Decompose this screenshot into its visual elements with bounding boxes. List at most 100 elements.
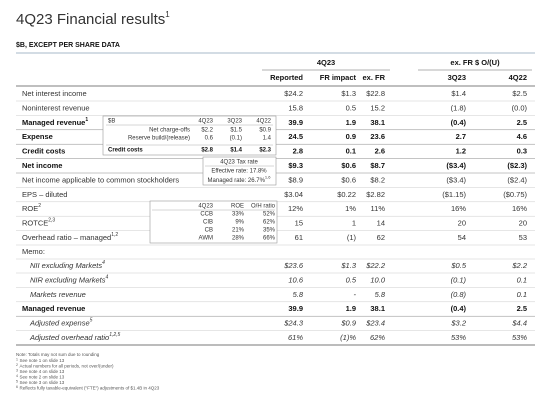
footnote-text: Actual numbers for all periods, not over… <box>19 364 114 369</box>
cell: $9.3 <box>288 161 303 170</box>
footnote: 4 See note 2 on slide 13 <box>16 374 65 380</box>
credit-cell: Credit costs <box>108 148 143 154</box>
cell: $24.3 <box>283 319 304 328</box>
roe-header: 4Q23 <box>198 204 213 210</box>
cell: $23.4 <box>365 319 385 328</box>
cell: 0.1 <box>517 290 527 299</box>
row-label-text: Markets revenue <box>30 290 86 299</box>
cell: $4.4 <box>511 319 527 328</box>
cell: 1 <box>352 219 356 228</box>
credit-box <box>102 115 277 156</box>
column-header: ex. FR <box>362 73 385 82</box>
cell: 2.8 <box>293 147 303 156</box>
cell: $8.7 <box>370 161 385 170</box>
cell: ($2.3) <box>507 161 527 170</box>
cell: $22.8 <box>366 89 385 98</box>
cell: 10.6 <box>288 275 303 284</box>
credit-header: 3Q23 <box>227 119 242 125</box>
cell: 62% <box>370 333 385 342</box>
credit-cell: $1.5 <box>230 128 242 134</box>
cell: 61% <box>288 333 303 342</box>
credit-cell: $2.3 <box>259 148 271 154</box>
credit-cell: $2.8 <box>201 148 213 154</box>
footnote-mark: 3 <box>16 368 18 372</box>
roe-cell: CCB <box>200 212 213 218</box>
cell: 0.3 <box>517 147 527 156</box>
cell: (0.1) <box>451 275 467 284</box>
roe-cell: 35% <box>263 228 276 234</box>
cell: ($0.75) <box>503 190 527 199</box>
roe-cell: 62% <box>263 220 276 226</box>
row-label-text: NIR excluding Markets <box>30 275 106 284</box>
tax-note: 1,6 <box>265 175 271 180</box>
row-label-text: ROTCE <box>22 219 48 228</box>
cell: ($1.15) <box>442 190 466 199</box>
row-label-text: NII excluding Markets <box>30 261 102 270</box>
cell: 0.5 <box>346 275 357 284</box>
row-note: 4 <box>102 260 105 266</box>
group-header: 4Q23 <box>317 58 335 67</box>
cell: 14 <box>377 219 385 228</box>
footnote: 2 Actual numbers for all periods, not ove… <box>16 363 114 369</box>
cell: 0.5 <box>346 103 356 112</box>
row-label-text: Adjusted expense <box>29 319 90 328</box>
column-header: 3Q23 <box>448 73 466 82</box>
cell: 1.9 <box>346 304 356 313</box>
row-label-text: Net income <box>22 161 62 170</box>
row-label: Managed revenue1 <box>22 117 88 127</box>
roe-cell: 66% <box>263 236 276 242</box>
row-label: Credit costs <box>22 147 65 156</box>
title: 4Q23 Financial results1 <box>16 10 170 28</box>
cell: (0.4) <box>451 304 467 313</box>
cell: 11% <box>371 204 386 213</box>
cell: $3.2 <box>450 319 466 328</box>
row-label: Net income <box>22 161 62 170</box>
credit-cell: 0.6 <box>205 136 214 142</box>
cell: 53 <box>519 233 527 242</box>
row-note: 1,2 <box>111 232 118 238</box>
subtitle: $B, EXCEPT PER SHARE DATA <box>16 42 120 49</box>
row-label: NIR excluding Markets4 <box>30 275 108 285</box>
cell: (0.0) <box>512 103 528 112</box>
cell: $8.2 <box>370 175 385 184</box>
row-label: Net interest income <box>22 89 87 98</box>
cell: 12% <box>288 204 303 213</box>
row-label-text: ROE <box>22 204 38 213</box>
cell: 5.8 <box>375 290 386 299</box>
cell: 2.5 <box>517 304 527 313</box>
cell: 4.6 <box>517 132 527 141</box>
column-header: 4Q22 <box>509 73 527 82</box>
footnote: 6 Reflects fully taxable-equivalent ("FTE… <box>16 385 160 391</box>
cell: 1.9 <box>346 118 356 127</box>
column-header: Reported <box>270 73 303 82</box>
tax-title: 4Q23 Tax rate <box>220 160 258 166</box>
row-note: 2,3 <box>48 218 55 224</box>
cell: ($3.4) <box>446 161 466 170</box>
credit-cell: Net charge-offs <box>149 128 190 134</box>
footnote-text: See note 3 on slide 13 <box>19 380 64 385</box>
row-label-text: Net interest income <box>22 89 87 98</box>
credit-cell: $1.4 <box>230 148 242 154</box>
tax-box <box>202 156 277 186</box>
tax-effective: Effective rate: 17.8% <box>211 169 267 175</box>
row-label: Expense <box>22 132 53 141</box>
row-label: Noninterest revenue <box>22 103 90 112</box>
row-label: Markets revenue <box>30 290 86 299</box>
cell: $3.04 <box>284 190 303 199</box>
cell: 20 <box>458 219 466 228</box>
footnote: 3 See note 4 on slide 13 <box>16 368 65 374</box>
cell: $24.2 <box>284 89 303 98</box>
cell: $1.4 <box>451 89 466 98</box>
group-header: ex. FR $ O/(U) <box>450 58 500 67</box>
row-label-text: Noninterest revenue <box>22 103 90 112</box>
roe-cell: 28% <box>232 236 245 242</box>
footnote: 1 See note 1 on slide 13 <box>16 357 65 363</box>
roe-cell: CB <box>205 228 213 234</box>
row-label: EPS – diluted <box>22 190 67 199</box>
credit-cell: Reserve build/(release) <box>128 136 190 142</box>
roe-cell: 9% <box>235 220 244 226</box>
roe-cell: CIB <box>203 220 213 226</box>
row-label: ROE2 <box>22 204 41 214</box>
roe-header: O/H ratio <box>251 204 276 210</box>
cell: $8.9 <box>288 175 303 184</box>
